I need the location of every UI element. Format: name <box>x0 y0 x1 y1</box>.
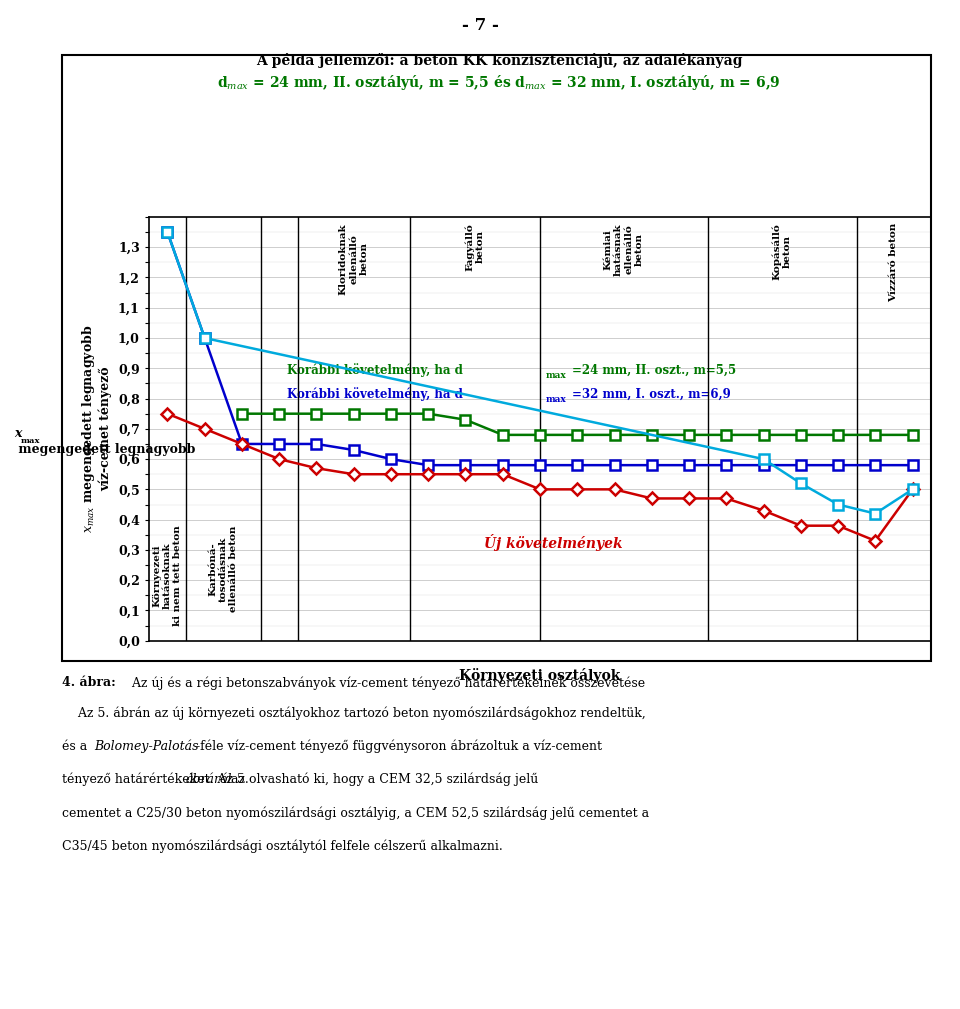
Text: 4. ábra:: 4. ábra: <box>62 676 116 689</box>
Y-axis label: $x_{max}$ megengedett legnagyobb
víz-cemet tényező: $x_{max}$ megengedett legnagyobb víz-cem… <box>80 325 112 533</box>
Text: -féle víz-cement tényező függvénysoron ábrázoltuk a víz-cement: -féle víz-cement tényező függvénysoron á… <box>196 740 602 753</box>
Text: az olvasható ki, hogy a CEM 32,5 szilárdság jelű: az olvasható ki, hogy a CEM 32,5 szilárd… <box>227 773 538 786</box>
Text: Kopásálló
beton: Kopásálló beton <box>772 223 792 279</box>
Text: x: x <box>14 428 22 440</box>
Text: Fagyálló
beton: Fagyálló beton <box>465 223 485 270</box>
Text: Az új és a régi betonszabványok víz-cement tényező határértékeinek összevetése: Az új és a régi betonszabványok víz-ceme… <box>128 676 645 689</box>
Text: Korábbi követelmény, ha d: Korábbi követelmény, ha d <box>287 363 463 376</box>
Text: tényező határértékeket. Az 5.: tényező határértékeket. Az 5. <box>62 773 253 786</box>
Text: A példa jellemzői: a beton KK konzisztenciájú, az adalékanyag: A példa jellemzői: a beton KK konziszten… <box>256 53 742 68</box>
Text: d$_{max}$ = 24 mm, II. osztályú, m = 5,5 és d$_{max}$ = 32 mm, I. osztályú, m = : d$_{max}$ = 24 mm, II. osztályú, m = 5,5… <box>217 74 781 92</box>
Text: Kloridoknak
ellenálló
beton: Kloridoknak ellenálló beton <box>339 223 369 295</box>
Text: =24 mm, II. oszt., m=5,5: =24 mm, II. oszt., m=5,5 <box>571 363 735 376</box>
Text: cementet a C25/30 beton nyomószilárdsági osztályig, a CEM 52,5 szilárdság jelű c: cementet a C25/30 beton nyomószilárdsági… <box>62 806 650 819</box>
Text: Új követelmények: Új követelmények <box>484 535 623 551</box>
Text: C35/45 beton nyomószilárdsági osztálytól felfele célszerű alkalmazni.: C35/45 beton nyomószilárdsági osztálytól… <box>62 839 503 853</box>
Text: Környezeti osztályok: Környezeti osztályok <box>459 668 621 683</box>
Text: ábráról: ábráról <box>185 773 231 786</box>
Text: max: max <box>21 437 40 445</box>
Text: és a: és a <box>62 740 91 753</box>
Text: Korábbi követelmény, ha d: Korábbi követelmény, ha d <box>287 387 463 401</box>
Text: Környezeti
hatásoknak
ki nem tett beton: Környezeti hatásoknak ki nem tett beton <box>153 526 182 627</box>
Text: max: max <box>545 395 566 404</box>
Text: Kémiai
hatásnak
ellenálló
beton: Kémiai hatásnak ellenálló beton <box>604 223 644 275</box>
Text: =32 mm, I. oszt., m=6,9: =32 mm, I. oszt., m=6,9 <box>571 387 731 401</box>
Text: Karbóná-
tosodásnak
ellenálló beton: Karbóná- tosodásnak ellenálló beton <box>208 526 238 612</box>
Text: megengedett legnagyobb: megengedett legnagyobb <box>14 443 196 455</box>
Text: max: max <box>545 370 566 379</box>
Text: Vízzáró beton: Vízzáró beton <box>890 223 899 303</box>
Text: Bolomey-Palotás: Bolomey-Palotás <box>94 740 199 753</box>
Text: Az 5. ábrán az új környezeti osztályokhoz tartozó beton nyomószilárdságokhoz ren: Az 5. ábrán az új környezeti osztályokho… <box>62 706 646 719</box>
Text: - 7 -: - 7 - <box>462 17 498 33</box>
